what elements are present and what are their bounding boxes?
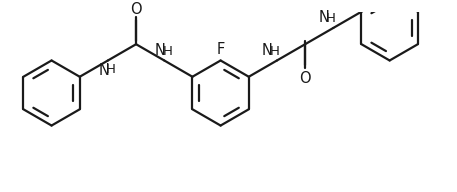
- Text: F: F: [217, 42, 225, 57]
- Text: O: O: [299, 71, 311, 86]
- Text: H: H: [326, 12, 336, 25]
- Text: N: N: [262, 43, 273, 58]
- Text: H: H: [106, 63, 116, 76]
- Text: H: H: [270, 45, 279, 58]
- Text: O: O: [130, 2, 142, 17]
- Text: N: N: [319, 10, 329, 25]
- Text: N: N: [99, 63, 110, 78]
- Text: N: N: [155, 43, 166, 58]
- Text: H: H: [162, 45, 172, 58]
